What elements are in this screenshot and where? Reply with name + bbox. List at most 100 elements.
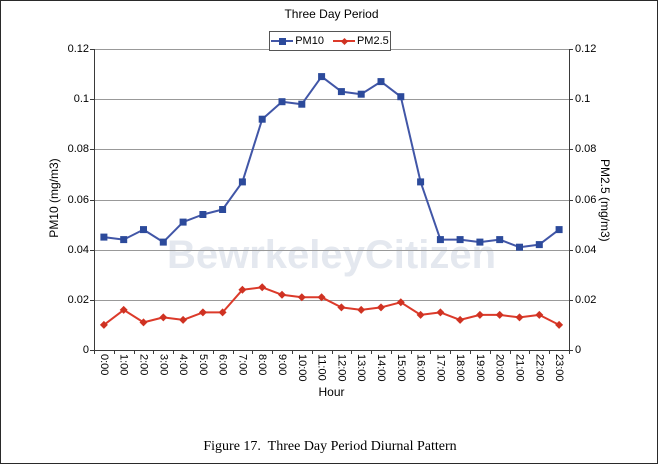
x-axis-tick-label: 11:00: [315, 354, 328, 381]
pm25-legend-marker-icon: [332, 37, 355, 46]
pm10-data-point-marker: [298, 100, 306, 108]
pm10-data-point-marker: [337, 88, 345, 96]
pm25-data-point-marker: [337, 303, 346, 312]
x-axis-tick-label: 17:00: [434, 354, 447, 382]
pm10-data-point-marker: [436, 236, 444, 244]
pm25-data-point-marker: [159, 313, 168, 322]
pm10-data-point-marker: [397, 93, 405, 101]
y-axis-tick-label-left: 0.12: [67, 43, 89, 55]
y-axis-tick-label-left: 0.04: [67, 244, 89, 256]
pm25-data-point-marker: [297, 293, 306, 302]
chart-title: Three Day Period: [284, 7, 379, 21]
pm10-data-point-marker: [278, 98, 286, 106]
x-axis-tick-label: 2:00: [137, 354, 150, 376]
pm25-data-point-marker: [416, 310, 425, 319]
x-axis-tick-label: 6:00: [216, 354, 229, 376]
legend-item-pm10: PM10: [271, 35, 324, 47]
y-axis-tick-label-right: 0: [575, 344, 582, 356]
pm10-data-point-marker: [100, 233, 108, 241]
pm10-data-point-marker: [159, 238, 167, 246]
pm25-data-point-marker: [258, 283, 267, 292]
y-axis-tick-label-left: 0.1: [73, 93, 89, 105]
pm10-data-point-marker: [238, 178, 246, 186]
pm10-data-point-marker: [377, 78, 385, 86]
x-axis-tick-label: 16:00: [414, 354, 427, 382]
pm25-data-point-marker: [278, 290, 286, 299]
y-axis-tick-label-left: 0: [82, 344, 89, 356]
legend: PM10 PM2.5: [269, 31, 391, 51]
pm10-data-point-marker: [456, 236, 464, 244]
x-axis-tick-label: 4:00: [177, 354, 190, 376]
pm10-data-point-marker: [555, 226, 563, 234]
x-axis-tick-label: 10:00: [295, 354, 308, 382]
x-axis-tick-label: 22:00: [533, 354, 546, 382]
y-axis-tick-label-right: 0.04: [575, 244, 597, 256]
pm25-data-point-marker: [535, 310, 544, 319]
y-axis-title-right: PM2.5 (mg/m3): [598, 159, 612, 242]
pm25-data-point-marker: [475, 310, 484, 319]
y-axis-tick-label-right: 0.06: [575, 194, 597, 206]
x-axis-tick-label: 8:00: [256, 354, 269, 376]
plot-area: [90, 49, 573, 354]
pm25-data-point-marker: [317, 293, 326, 302]
y-axis-tick-label-right: 0.12: [575, 43, 597, 55]
pm25-data-point-marker: [456, 315, 465, 324]
pm25-data-point-marker: [555, 320, 564, 329]
pm10-data-point-marker: [417, 178, 425, 186]
x-axis-tick-label: 18:00: [454, 354, 467, 382]
pm25-data-point-marker: [139, 318, 148, 327]
pm25-data-point-marker: [357, 305, 366, 314]
x-axis-tick-label: 0:00: [97, 354, 110, 376]
y-axis-tick-label-left: 0.06: [67, 194, 89, 206]
pm25-data-point-marker: [238, 285, 247, 294]
figure-caption: Figure 17. Three Day Period Diurnal Patt…: [203, 439, 457, 454]
legend-label-pm10: PM10: [295, 35, 324, 47]
pm25-data-point-marker: [495, 310, 504, 319]
x-axis-tick-label: 3:00: [157, 354, 170, 376]
pm25-data-point-marker: [436, 308, 445, 317]
pm25-data-point-marker: [179, 315, 188, 324]
x-axis-title: Hour: [318, 385, 345, 399]
x-axis-tick-label: 9:00: [276, 354, 289, 376]
x-axis-tick-label: 15:00: [394, 354, 407, 382]
y-axis-tick-label-left: 0.02: [67, 294, 89, 306]
legend-item-pm25: PM2.5: [332, 35, 389, 47]
pm25-data-point-marker: [119, 305, 128, 314]
pm10-data-point-marker: [199, 211, 207, 218]
pm25-data-point-marker: [515, 313, 524, 322]
pm10-data-point-marker: [219, 206, 227, 213]
x-axis-tick-label: 5:00: [196, 354, 209, 376]
x-axis-tick-label: 23:00: [553, 354, 566, 382]
x-axis-tick-label: 14:00: [374, 354, 387, 382]
pm25-data-point-marker: [396, 298, 405, 307]
pm10-data-point-marker: [140, 226, 147, 234]
pm10-legend-marker-icon: [271, 37, 294, 46]
y-axis-tick-label-right: 0.08: [575, 143, 597, 155]
pm10-data-point-marker: [357, 90, 365, 98]
pm25-data-point-marker: [218, 308, 227, 317]
x-axis-tick-label: 13:00: [355, 354, 368, 382]
pm25-data-point-marker: [198, 308, 207, 317]
pm10-data-point-marker: [535, 241, 543, 249]
pm10-data-point-marker: [476, 238, 484, 246]
x-axis-tick-label: 12:00: [335, 354, 348, 382]
y-axis-tick-label-right: 0.1: [575, 93, 591, 105]
x-axis-tick-label: 7:00: [236, 354, 249, 376]
x-axis-tick-label: 19:00: [473, 354, 486, 382]
pm10-data-point-marker: [179, 218, 187, 226]
pm10-data-point-marker: [516, 243, 523, 251]
y-axis-tick-label-right: 0.02: [575, 294, 597, 306]
y-axis-tick-label-left: 0.08: [67, 143, 89, 155]
pm10-line: [103, 75, 560, 249]
x-axis-tick-label: 1:00: [117, 354, 130, 376]
x-axis-tick-label: 20:00: [493, 354, 506, 382]
x-axis-tick-label: 21:00: [513, 354, 526, 382]
pm10-data-point-marker: [318, 73, 326, 81]
pm10-data-point-marker: [496, 236, 504, 244]
pm25-line: [103, 286, 560, 326]
pm25-data-point-marker: [377, 303, 385, 312]
pm10-data-point-marker: [120, 236, 128, 244]
legend-label-pm25: PM2.5: [356, 35, 389, 47]
pm25-data-point-marker: [99, 320, 108, 329]
